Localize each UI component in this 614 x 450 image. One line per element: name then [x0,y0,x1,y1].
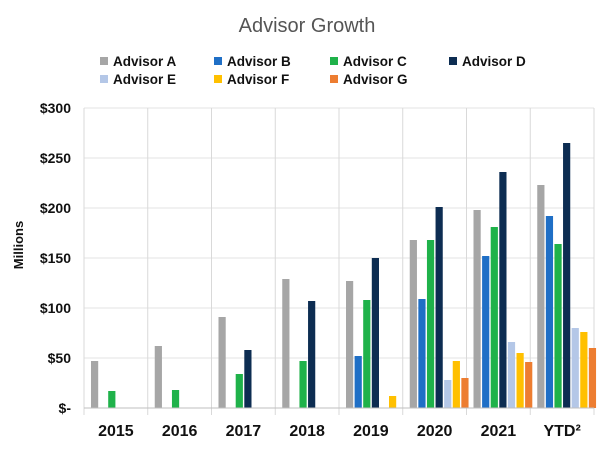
bar-advisor-c-3 [235,374,243,408]
bar-advisor-b-8 [545,216,554,408]
bar-advisor-b-7 [482,256,490,408]
bar-advisor-c-5 [363,300,371,408]
x-tick-label-7: 2021 [481,423,517,440]
y-tick-label-0: $- [59,400,72,416]
bar-advisor-a-8 [537,185,545,408]
bar-advisor-a-4 [282,279,290,408]
bar-advisor-a-6 [409,240,417,408]
y-tick-label-100: $100 [40,300,71,316]
bar-advisor-c-2 [171,390,180,408]
y-axis-label: Millions [11,221,26,269]
x-tick-label-8: YTD² [543,423,580,440]
y-tick-label-50: $50 [48,350,72,366]
legend-label-3: Advisor C [343,54,407,69]
bar-advisor-d-4 [308,301,316,408]
bar-advisor-a-2 [154,346,162,408]
bar-advisor-f-8 [580,332,588,408]
bar-advisor-f-7 [516,353,524,408]
bar-advisor-d-7 [499,172,507,408]
legend-label-1: Advisor A [113,54,177,69]
y-tick-label-150: $150 [40,250,71,266]
bar-advisor-e-7 [507,342,516,408]
x-tick-label-4: 2018 [289,423,325,440]
legend-swatch-3 [330,57,338,65]
bar-advisor-f-5 [389,396,397,408]
bar-advisor-g-8 [588,348,597,408]
legend-swatch-4 [449,57,457,65]
bar-advisor-f-6 [452,361,460,408]
bar-advisor-c-7 [490,227,498,408]
x-tick-label-6: 2020 [417,423,453,440]
y-tick-label-250: $250 [40,150,71,166]
bar-advisor-a-1 [91,361,99,408]
bar-advisor-d-3 [244,350,252,408]
legend-swatch-1 [100,57,108,65]
x-tick-label-5: 2019 [353,423,389,440]
legend-label-5: Advisor E [113,72,176,87]
legend: Advisor A Advisor B Advisor C Advisor D Advi… [100,54,526,87]
y-tick-label-300: $300 [40,100,71,116]
axes: $- $50 $100 $150 $200 $250 $300 2015 2016 2017 201… [40,100,594,440]
bar-advisor-c-1 [108,391,116,408]
legend-label-7: Advisor G [343,72,408,87]
bar-advisor-d-5 [371,258,379,408]
bar-advisor-a-7 [473,210,481,408]
x-tick-label-1: 2015 [98,423,134,440]
legend-swatch-5 [100,75,108,83]
bar-advisor-a-5 [346,281,354,408]
x-tick-label-3: 2017 [226,423,262,440]
legend-label-6: Advisor F [227,72,289,87]
legend-label-4: Advisor D [462,54,526,69]
bar-advisor-c-6 [426,240,435,408]
bar-advisor-g-7 [525,362,533,408]
legend-swatch-7 [330,75,338,83]
bar-advisor-d-6 [435,207,443,408]
bar-advisor-g-6 [461,378,469,408]
bar-advisor-b-6 [418,299,426,408]
bar-advisor-b-5 [354,356,362,408]
legend-label-2: Advisor B [227,54,291,69]
chart-title: Advisor Growth [239,15,376,37]
bar-advisor-e-8 [571,328,579,408]
legend-swatch-6 [214,75,222,83]
bar-advisor-c-4 [299,361,307,408]
bar-advisor-e-6 [444,380,452,408]
bar-advisor-c-8 [554,244,562,408]
y-tick-label-200: $200 [40,200,71,216]
bar-advisor-d-8 [563,143,571,408]
bars [91,143,597,408]
legend-swatch-2 [214,57,222,65]
x-tick-label-2: 2016 [162,423,198,440]
bar-advisor-a-3 [218,317,226,408]
